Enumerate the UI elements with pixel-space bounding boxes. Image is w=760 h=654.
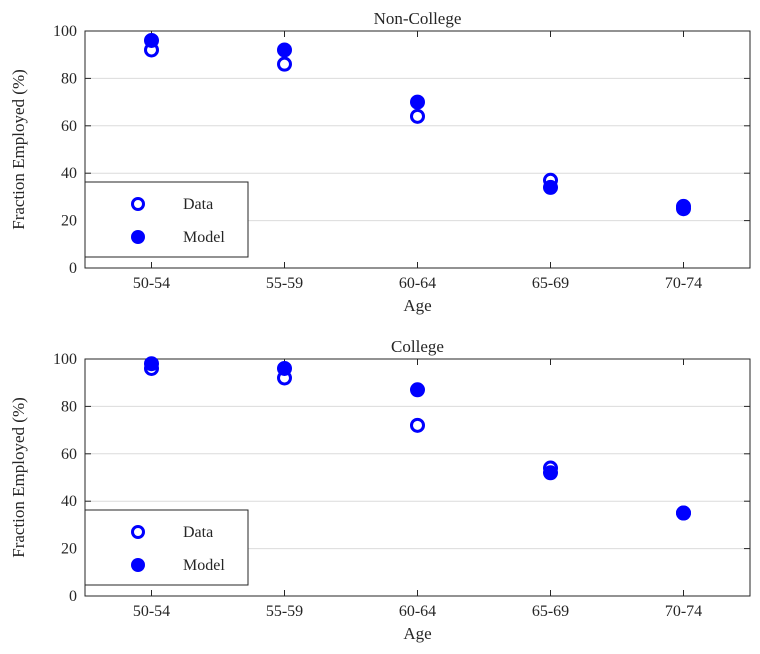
legend: Data Model bbox=[84, 509, 249, 586]
data-point-model bbox=[543, 179, 558, 195]
y-axis-label: Fraction Employed (%) bbox=[9, 397, 28, 558]
y-tick-label: 60 bbox=[61, 118, 77, 135]
data-point-model bbox=[410, 382, 425, 398]
x-tick-label: 70-74 bbox=[665, 603, 702, 620]
data-point-data bbox=[410, 108, 425, 124]
y-tick-label: 80 bbox=[61, 398, 77, 415]
y-tick-label: 100 bbox=[53, 23, 77, 40]
legend-box bbox=[84, 509, 249, 586]
legend-label-data: Data bbox=[183, 524, 213, 541]
data-point-model bbox=[277, 42, 292, 58]
x-tick-label: 55-59 bbox=[266, 275, 303, 292]
legend-label-model: Model bbox=[183, 557, 225, 574]
y-tick-label: 100 bbox=[53, 351, 77, 368]
data-point-model bbox=[410, 94, 425, 110]
legend-label-data: Data bbox=[183, 196, 213, 213]
x-tick-label: 65-69 bbox=[532, 603, 569, 620]
panel-1: 0 20 40 60 80 100 50-54 55-59 60-64 65-69 70-74 Non… bbox=[9, 9, 751, 315]
data-point-data bbox=[277, 56, 292, 72]
x-tick-label: 50-54 bbox=[133, 275, 170, 292]
y-tick-label: 0 bbox=[69, 588, 77, 605]
y-tick-label: 40 bbox=[61, 165, 77, 182]
legend-marker-model bbox=[131, 558, 145, 572]
data-point-model bbox=[543, 465, 558, 481]
x-tick-label: 60-64 bbox=[399, 603, 436, 620]
y-axis-label: Fraction Employed (%) bbox=[9, 69, 28, 230]
chart-title: Non-College bbox=[374, 9, 462, 28]
legend-marker-model bbox=[131, 230, 145, 244]
data-point-model bbox=[277, 360, 292, 376]
data-point-data bbox=[410, 417, 425, 433]
data-point-model bbox=[676, 505, 691, 521]
chart-title: College bbox=[391, 337, 444, 356]
x-tick-label: 60-64 bbox=[399, 275, 436, 292]
y-tick-label: 80 bbox=[61, 70, 77, 87]
y-tick-label: 60 bbox=[61, 446, 77, 463]
x-tick-label: 70-74 bbox=[665, 275, 702, 292]
y-tick-label: 40 bbox=[61, 493, 77, 510]
legend-marker-data bbox=[131, 197, 145, 211]
data-point-model bbox=[144, 356, 159, 372]
data-point-model bbox=[676, 198, 691, 214]
legend-marker-data bbox=[131, 525, 145, 539]
legend-box bbox=[84, 181, 249, 258]
x-tick-label: 50-54 bbox=[133, 603, 170, 620]
series-model bbox=[144, 32, 691, 214]
data-point-model bbox=[144, 32, 159, 48]
x-axis-label: Age bbox=[403, 296, 431, 315]
y-tick-label: 0 bbox=[69, 260, 77, 277]
legend: Data Model bbox=[84, 181, 249, 258]
x-tick-label: 65-69 bbox=[532, 275, 569, 292]
legend-label-model: Model bbox=[183, 229, 225, 246]
y-tick-label: 20 bbox=[61, 213, 77, 230]
y-tick-label: 20 bbox=[61, 541, 77, 558]
x-axis-label: Age bbox=[403, 624, 431, 643]
series-model bbox=[144, 356, 691, 521]
panel-2: 0 20 40 60 80 100 50-54 55-59 60-64 65-69 70-74 Col… bbox=[9, 337, 751, 643]
x-tick-label: 55-59 bbox=[266, 603, 303, 620]
